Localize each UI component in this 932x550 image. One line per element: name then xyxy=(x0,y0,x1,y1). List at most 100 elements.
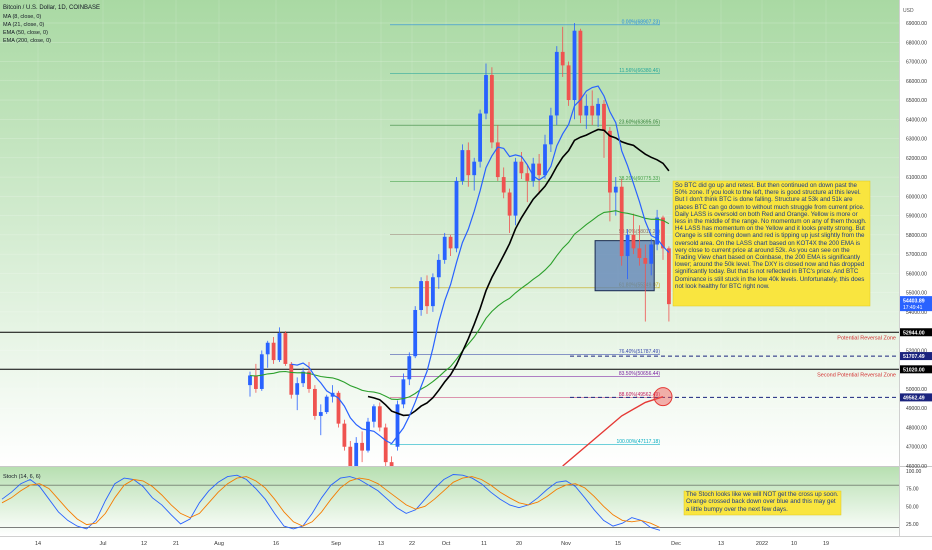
candle-body xyxy=(554,51,559,116)
price-tick-label: 49000.00 xyxy=(906,406,927,412)
stoch-title[interactable]: Stoch (14, 6, 6) xyxy=(3,474,41,480)
candle-body xyxy=(460,150,465,181)
candle-body xyxy=(307,371,311,389)
candle-body xyxy=(248,375,252,386)
price-tick-label: 69000.00 xyxy=(906,21,927,27)
moving-averages xyxy=(249,85,670,466)
candle-body xyxy=(348,446,353,466)
candle-body xyxy=(295,383,300,395)
ema200-line xyxy=(562,396,664,466)
zone-box[interactable] xyxy=(594,240,655,292)
candle-body xyxy=(401,379,406,405)
candle-body xyxy=(566,65,571,101)
candle-body xyxy=(484,75,488,114)
candle-body xyxy=(395,404,400,447)
time-tick-label: 14 xyxy=(35,541,41,547)
price-tick-label: 65000.00 xyxy=(906,98,927,104)
candle-body xyxy=(625,234,630,257)
candle-body xyxy=(590,105,595,116)
time-tick-label: 11 xyxy=(481,541,487,547)
candle-body xyxy=(560,51,565,66)
main-note-box[interactable] xyxy=(672,180,871,307)
price-tick-label: 59000.00 xyxy=(906,214,927,220)
time-tick-label: 19 xyxy=(823,541,829,547)
price-tick-label: 50000.00 xyxy=(906,387,927,393)
candle-body xyxy=(413,309,418,357)
candle-body xyxy=(436,259,441,278)
time-tick-label: 2022 xyxy=(756,541,768,547)
indicator-ma21[interactable]: MA (21, close, 0) xyxy=(3,22,44,28)
candle-body xyxy=(519,161,524,174)
candle-body xyxy=(301,371,305,384)
price-tick-label: 61000.00 xyxy=(906,175,927,181)
price-axis-background[interactable] xyxy=(899,0,932,536)
candle-body xyxy=(383,427,388,463)
time-tick-label: 12 xyxy=(141,541,147,547)
candle-body xyxy=(596,103,600,116)
candle-body xyxy=(360,442,364,451)
time-axis-background[interactable] xyxy=(0,536,932,550)
candle-body xyxy=(649,244,654,264)
time-tick-label: Dec xyxy=(671,541,681,547)
time-tick-label: Nov xyxy=(561,541,571,547)
price-tick-label: 56000.00 xyxy=(906,271,927,277)
fib-label: 76.40%(51787.49) xyxy=(619,349,660,355)
candle-body xyxy=(661,217,665,249)
price-tick-label: 48000.00 xyxy=(906,425,927,431)
candle-body xyxy=(495,142,500,178)
level-price-label-bg xyxy=(900,328,932,337)
fib-label: 100.00%(47117.18) xyxy=(616,439,660,445)
currency-label: USD xyxy=(903,8,914,14)
candles xyxy=(248,23,671,466)
price-tick-label: 68000.00 xyxy=(906,40,927,46)
target-circle[interactable] xyxy=(653,387,673,407)
time-tick-label: 15 xyxy=(615,541,621,547)
candle-body xyxy=(537,163,541,176)
candle-body xyxy=(472,161,477,176)
candle-body xyxy=(478,113,482,162)
candle-body xyxy=(643,257,648,264)
candle-body xyxy=(389,462,394,466)
symbol-title[interactable]: Bitcoin / U.S. Dollar, 1D, COINBASE xyxy=(3,5,100,11)
time-tick-label: 13 xyxy=(718,541,724,547)
time-tick-label: Jul xyxy=(99,541,106,547)
time-tick-label: 10 xyxy=(791,541,797,547)
candle-body xyxy=(572,30,577,101)
level-price-label-bg xyxy=(900,365,932,374)
indicator-ma8[interactable]: MA (8, close, 0) xyxy=(3,14,41,20)
stoch-note-box[interactable] xyxy=(683,490,842,516)
candle-body xyxy=(254,375,258,389)
level-price-label: 52944.00 xyxy=(903,330,925,336)
fib-label: 0.00%(68907.23) xyxy=(622,19,661,25)
level-price-label: 49562.49 xyxy=(903,395,925,401)
stoch-note-text: The Stoch looks like we will NOT get the… xyxy=(686,491,839,513)
candle-body xyxy=(265,342,270,355)
candle-body xyxy=(637,248,642,258)
indicator-ema200[interactable]: EMA (200, close, 0) xyxy=(3,38,51,44)
candle-body xyxy=(501,177,506,193)
candle-body xyxy=(513,161,518,216)
stoch-tick-label: 50.00 xyxy=(906,504,919,510)
candle-body xyxy=(602,103,606,131)
candle-body xyxy=(619,186,624,257)
fib-label: 23.60%(63695.05) xyxy=(619,120,660,126)
time-axis: 14 Jul 12 21 Aug 16 Sep 13 22 Oct 11 20 Nov 15 Dec 13 20… xyxy=(35,541,829,547)
time-tick-label: Aug xyxy=(214,541,224,547)
price-tick-label: 46000.00 xyxy=(906,464,927,470)
stoch-tick-label: 75.00 xyxy=(906,487,919,493)
indicator-ema50[interactable]: EMA (50, close, 0) xyxy=(3,30,48,36)
price-tick-label: 52000.00 xyxy=(906,348,927,354)
time-tick-label: Sep xyxy=(331,541,341,547)
candle-body xyxy=(407,356,412,380)
price-tick-label: 58000.00 xyxy=(906,233,927,239)
candle-body xyxy=(631,234,636,249)
candle-body xyxy=(377,406,382,428)
price-tick-label: 47000.00 xyxy=(906,445,927,451)
time-tick-label: Oct xyxy=(442,541,451,547)
candle-body xyxy=(342,423,347,447)
candle-body xyxy=(372,406,376,422)
level-price-label-bg xyxy=(900,393,932,402)
candle-body xyxy=(543,144,547,176)
